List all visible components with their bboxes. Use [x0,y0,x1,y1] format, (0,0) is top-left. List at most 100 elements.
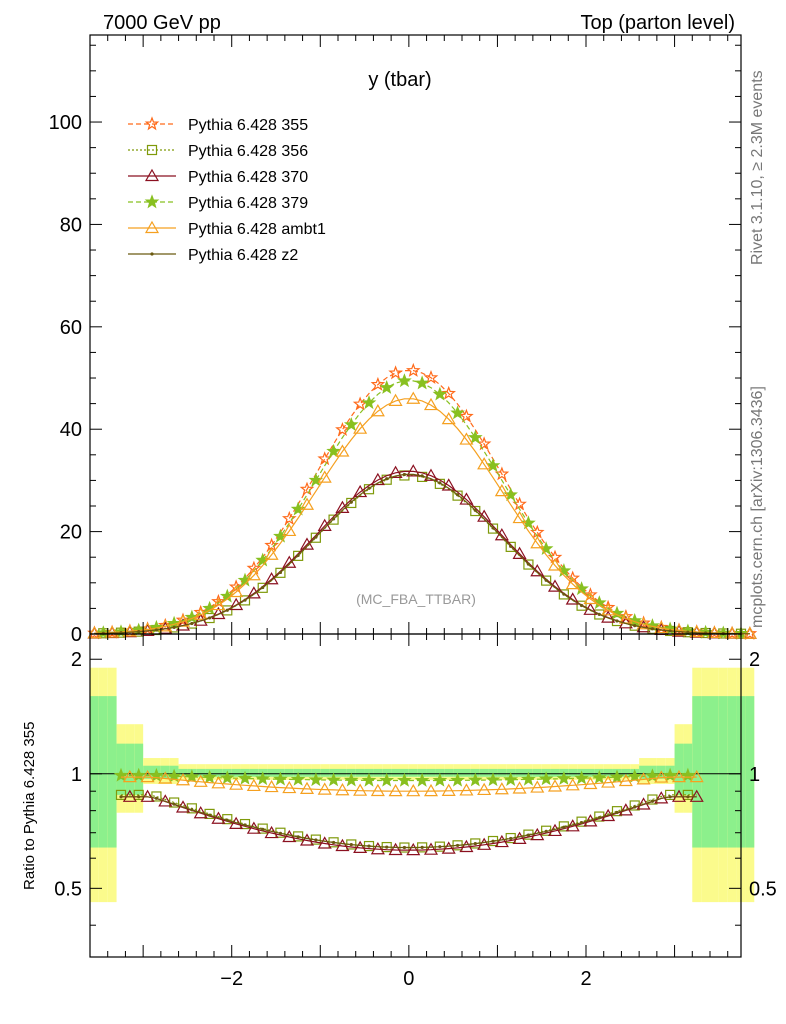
band-green [231,768,241,777]
ratio-point-3 [477,782,492,796]
series-point-4 [388,393,403,406]
band-green [214,768,223,777]
series-point-0 [583,587,598,602]
band-green [249,768,259,777]
ratio-point-3 [193,774,208,787]
series-point-4 [370,404,385,417]
band-green [515,768,524,777]
series-point-1 [541,575,552,586]
series-point-0 [299,481,315,496]
band-green [302,768,312,777]
series-point-3 [379,380,395,394]
series-point-3 [326,443,341,458]
ratio-point-3 [370,783,385,797]
ratio-y-tick-label: 2 [71,649,82,671]
band-green [267,768,276,777]
ratio-point-3 [406,783,421,797]
series-point-4 [441,411,456,425]
series-point-4 [654,620,669,634]
ratio-line-0 [121,794,697,849]
band-green [718,696,728,848]
series-point-4 [565,576,580,590]
series-point-4 [583,591,598,605]
ratio-point-3 [388,783,403,797]
ratio-point-4 [367,844,371,848]
series-point-4 [477,457,492,470]
series-point-3 [521,515,536,530]
series-point-5 [225,608,229,612]
band-green [355,768,365,777]
series-point-5 [278,570,283,575]
ratio-point-2 [662,767,678,782]
ratio-point-2 [273,771,288,786]
ratio-point-3 [459,783,474,796]
series-point-5 [579,603,584,608]
band-green [435,768,445,777]
ratio-y-tick-label-right: 2 [749,649,760,671]
ratio-point-1 [353,840,368,853]
band-green [444,768,454,777]
band-green [674,743,684,795]
ratio-point-4 [402,845,407,850]
ratio-point-2 [556,770,572,785]
series-point-4 [689,624,704,638]
series-point-2 [264,572,279,585]
series-point-2 [547,579,563,592]
series-point-4 [246,568,261,581]
band-green [391,768,400,777]
series-point-3 [485,457,501,473]
series-point-4 [282,523,297,537]
series-point-0 [317,451,333,466]
series-point-5 [261,585,265,590]
ratio-point-1 [140,789,155,802]
ratio-y-axis-label: Ratio to Pythia 6.428 355 [21,722,38,890]
ratio-point-2 [397,772,412,787]
ratio-point-2 [255,771,271,786]
ratio-point-2 [414,772,430,787]
ratio-point-2 [237,770,253,785]
ratio-point-2 [361,772,377,787]
series-point-4 [512,510,527,524]
series-point-2 [423,468,439,481]
ratio-point-3 [158,771,173,784]
ratio-point-3 [423,783,439,797]
ratio-point-2 [680,767,696,782]
series-point-3 [556,563,572,578]
ratio-point-4 [278,831,283,835]
ratio-point-4 [668,795,672,799]
ratio-point-2 [574,770,589,785]
series-point-4 [671,623,687,636]
series-point-4 [725,626,740,639]
ratio-point-2 [326,772,341,787]
ratio-point-3 [530,780,545,793]
series-point-0 [459,408,474,423]
band-green [125,743,135,795]
ratio-point-3 [211,776,226,789]
ratio-point-4 [243,823,247,827]
ratio-point-2 [379,772,395,787]
ratio-point-4 [207,813,212,817]
ratio-point-2 [432,772,448,787]
band-green [417,768,427,777]
ratio-point-3 [671,769,687,783]
ratio-point-1 [618,803,633,816]
series-point-1 [257,582,268,593]
band-green [178,768,188,777]
ratio-point-3 [140,769,155,783]
y-tick-label: 0 [71,624,82,646]
ratio-point-1 [459,839,474,853]
band-green [196,768,206,777]
ratio-point-4 [615,810,619,815]
mcplots-reference: mcplots.cern.ch [arXiv:1306.3436] [749,386,766,628]
band-green [408,768,418,777]
band-green [320,768,330,777]
series-point-1 [275,567,286,578]
series-point-5 [207,616,212,620]
series-point-2 [370,472,385,486]
analysis-watermark: (MC_FBA_TTBAR) [356,591,476,607]
band-green [568,768,578,777]
band-green [603,768,613,777]
series-point-1 [293,550,304,561]
ratio-point-3 [547,779,563,792]
ratio-point-4 [172,802,176,806]
